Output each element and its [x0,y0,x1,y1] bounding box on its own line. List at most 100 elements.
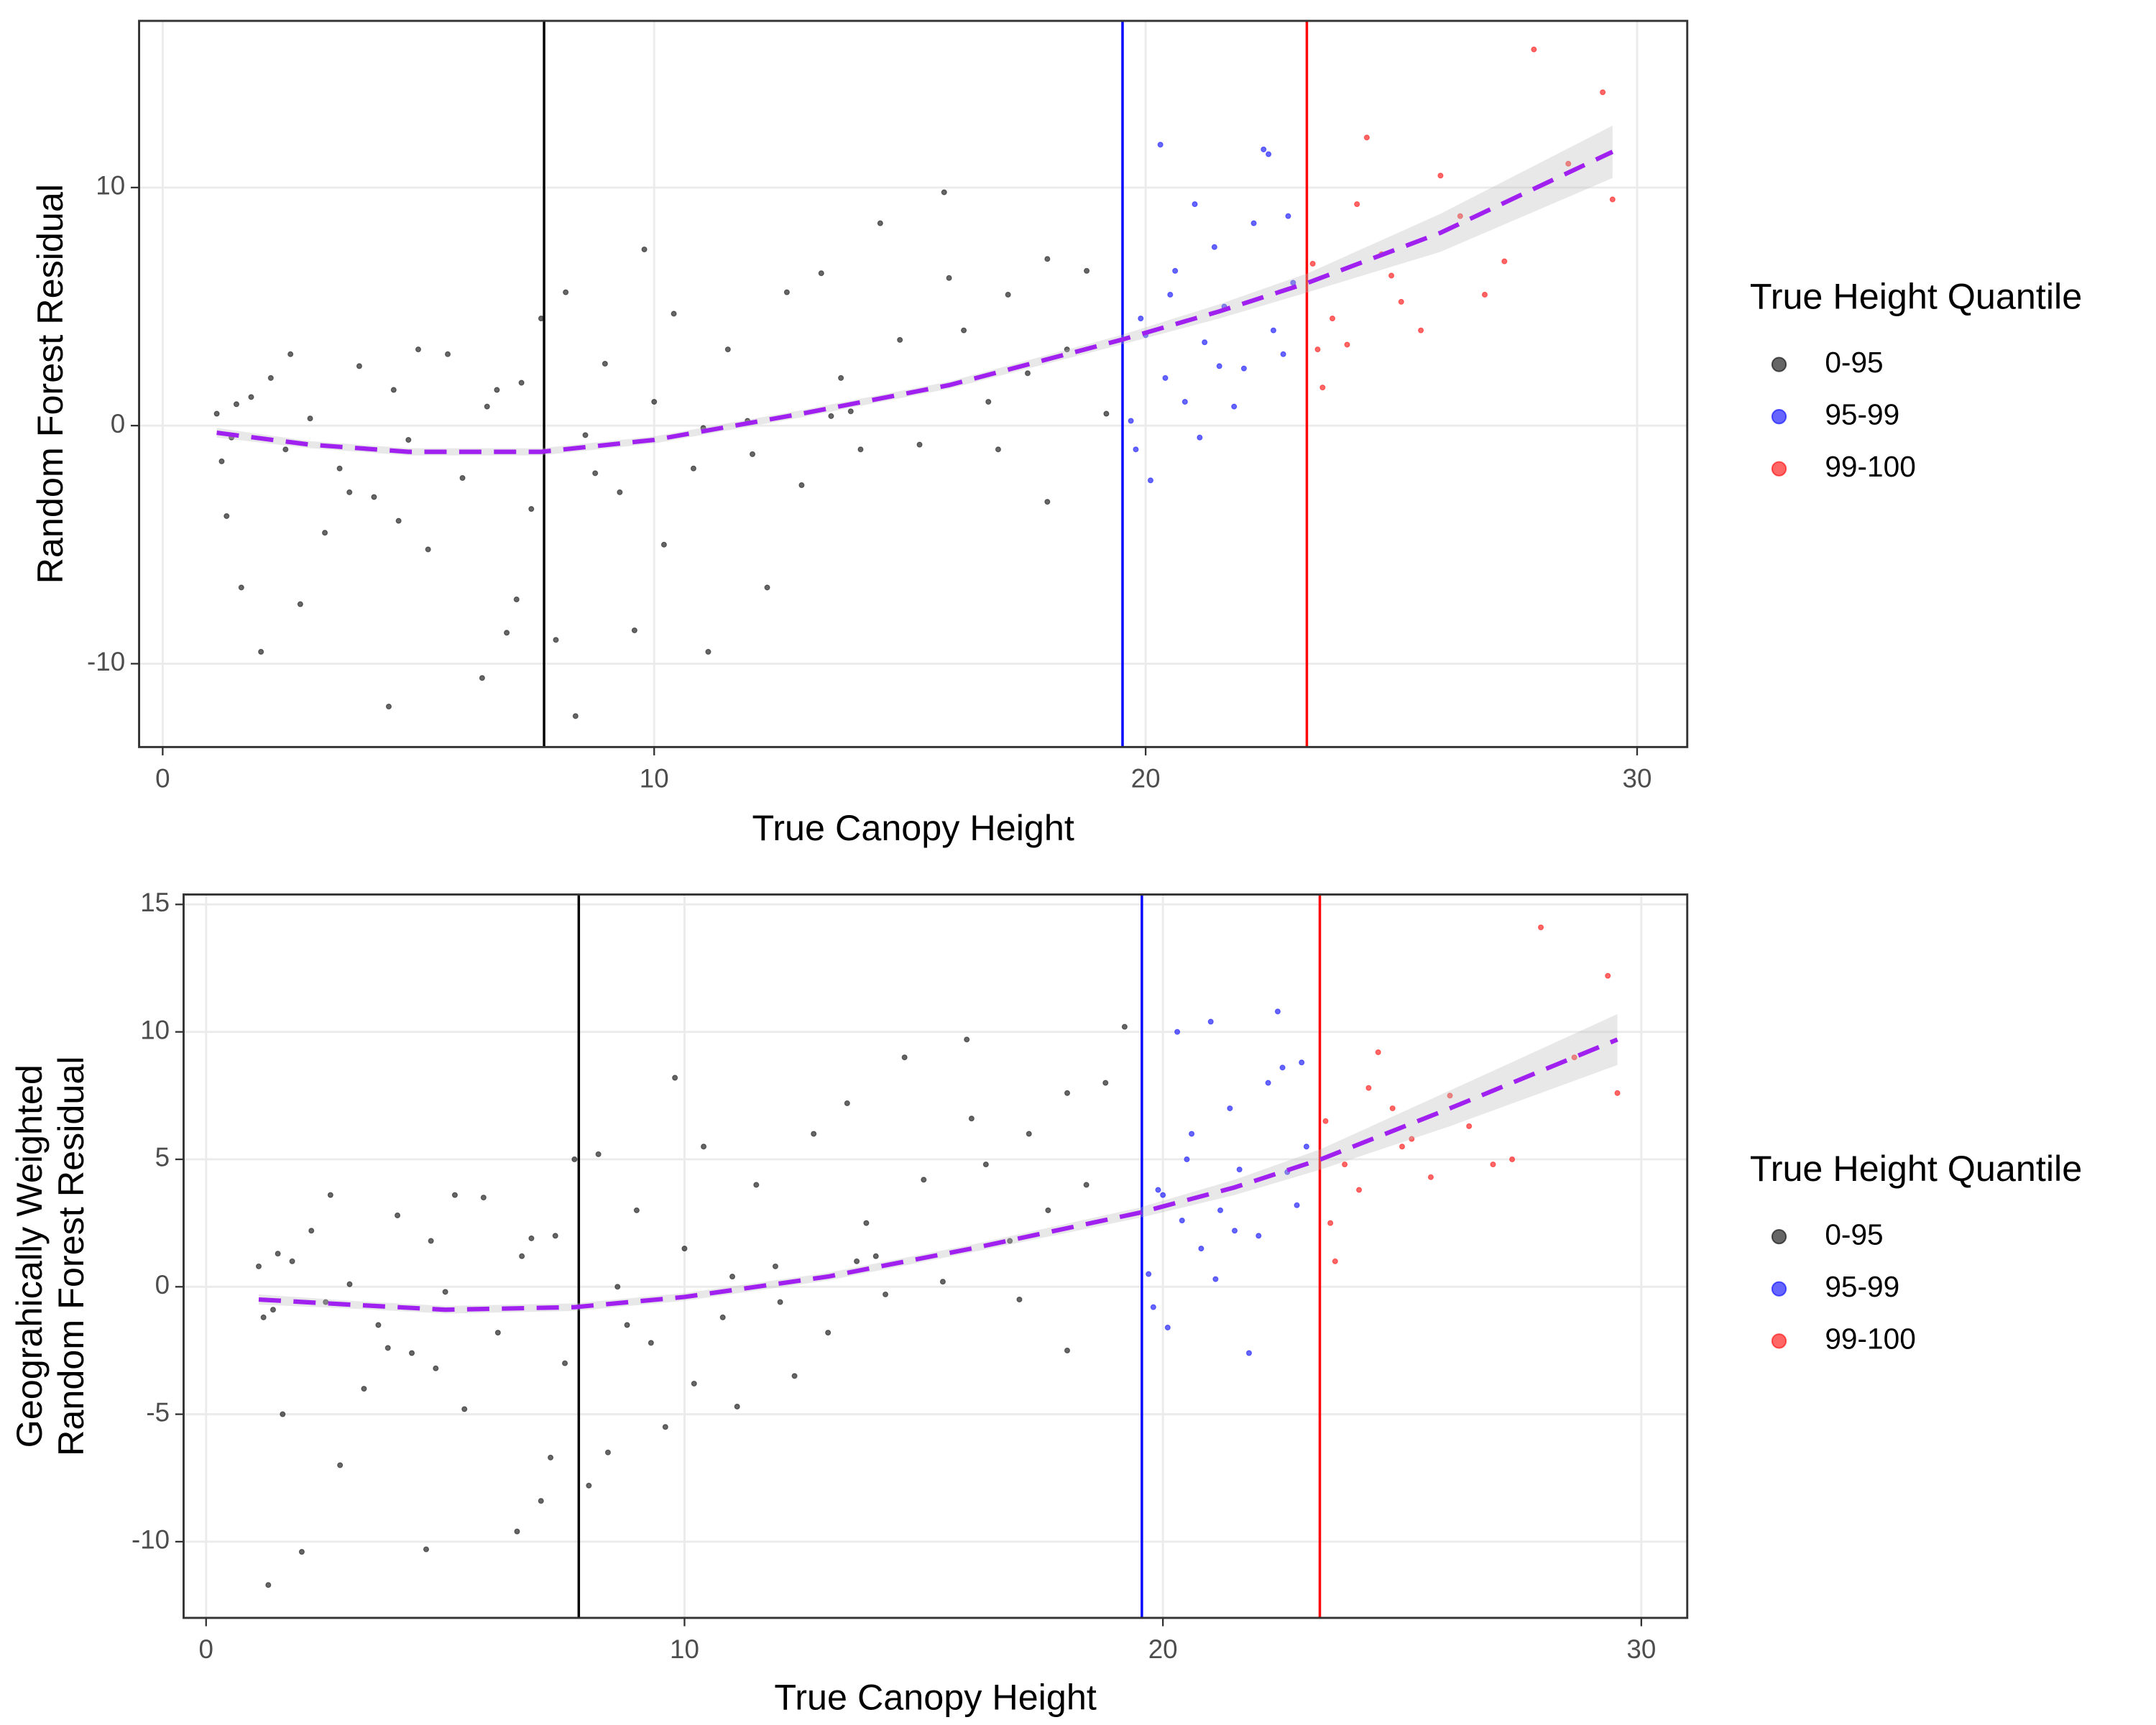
point [662,1424,668,1430]
point [514,1528,520,1535]
point [897,336,903,343]
point [1064,1090,1071,1096]
point [213,410,220,417]
point [1457,213,1463,219]
x-tick-label: 30 [1626,1634,1656,1664]
point [1356,1187,1363,1193]
point [1083,267,1090,274]
point [1250,220,1257,226]
point [877,220,883,226]
point [1162,374,1169,381]
point [1279,1064,1286,1071]
point [651,398,658,405]
point [1245,1350,1253,1356]
point [791,1373,798,1379]
point [772,1263,779,1269]
point [461,1406,468,1412]
point [1045,1207,1051,1213]
point [1261,146,1267,152]
x-tick-label: 30 [1623,764,1652,794]
point [671,310,677,317]
point [985,398,992,405]
point [1363,134,1370,141]
point [1167,291,1174,298]
point [327,1192,333,1198]
point [941,189,947,196]
point [1565,160,1572,167]
point [1501,258,1508,264]
point [571,1156,578,1163]
point [691,1380,697,1387]
trend-line [258,1037,1618,1312]
point [617,489,623,495]
point [1227,1105,1233,1112]
point [648,1340,654,1346]
point [1399,1144,1406,1150]
point [939,1279,946,1285]
point [798,482,805,489]
point [394,1212,401,1219]
point [783,289,790,295]
point [604,1449,612,1455]
point [1198,1246,1204,1252]
point [1280,351,1286,357]
point [1609,196,1616,203]
panel-border [138,19,1689,748]
point [1571,1054,1577,1061]
point [375,1322,382,1328]
point [361,1386,367,1392]
point [1064,1347,1071,1354]
point [1285,213,1291,219]
point [321,530,328,536]
point [494,1330,501,1336]
point [270,1307,277,1313]
point [479,675,485,681]
point [1044,256,1051,262]
point [1329,316,1336,322]
point [265,1582,272,1588]
y-tick-label: 10 [140,1015,170,1044]
point [1211,244,1217,250]
y-tick-label: 5 [155,1143,170,1172]
point [1303,1144,1309,1150]
point [1016,1296,1023,1303]
y-tick-label: -10 [132,1525,170,1555]
point [298,1549,305,1555]
point [1172,267,1179,274]
point [1332,1258,1338,1264]
point [1128,418,1134,424]
point [1102,1080,1109,1086]
point [513,596,520,603]
point [1083,1182,1089,1188]
y-tick-label: -5 [146,1397,170,1427]
point [255,1263,262,1269]
point [964,1036,970,1043]
point [346,1281,353,1287]
point [1236,1167,1243,1173]
point [390,387,397,393]
x-tick-label: 0 [155,764,170,794]
point [1266,151,1272,157]
point [538,1498,544,1504]
legend-marker [1771,1281,1787,1297]
legend-label: 99-100 [1825,450,1916,483]
point [690,465,697,472]
point [1466,1123,1473,1129]
point [1155,1187,1161,1193]
y-tick-label: -10 [87,647,125,676]
point [1184,1156,1190,1163]
y-tick-label: 0 [155,1270,170,1300]
point [1265,1080,1271,1086]
point [968,1116,975,1122]
point [724,346,731,353]
point [433,1365,439,1371]
legend-marker [1771,1333,1787,1349]
legend-title: True Height Quantile [1750,275,2082,316]
point [1026,1131,1032,1137]
point [705,648,711,655]
point [1174,1029,1181,1035]
y-tick-label: 0 [111,409,125,438]
point [1064,346,1070,353]
point [1437,172,1444,179]
point [825,1330,831,1336]
